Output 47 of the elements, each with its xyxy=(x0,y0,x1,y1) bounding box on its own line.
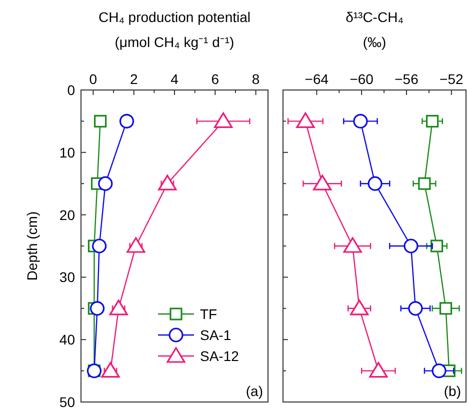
y-tick-label: 30 xyxy=(59,269,76,286)
point xyxy=(109,300,128,316)
point xyxy=(214,112,233,128)
point xyxy=(119,114,134,128)
point xyxy=(94,114,107,128)
x-tick-label: 6 xyxy=(211,71,220,87)
point xyxy=(353,114,368,128)
point xyxy=(343,237,362,253)
y-axis-title: Depth (cm) xyxy=(24,211,40,281)
point xyxy=(296,112,315,128)
point xyxy=(439,302,452,315)
x-axis-title: δ¹³C-CH₄ (‰) xyxy=(346,9,404,50)
y-tick-label: 10 xyxy=(59,144,76,160)
point xyxy=(98,176,113,191)
x-tick-label: 4 xyxy=(170,71,179,87)
point xyxy=(90,301,105,316)
point xyxy=(369,362,388,378)
legend-label: SA-1 xyxy=(200,327,232,343)
x-tick-label: −64 xyxy=(304,71,329,87)
x-axis-title: CH₄ production potential (μmol CH₄ kg⁻¹ d⁻¹) xyxy=(98,9,251,50)
point xyxy=(312,174,332,190)
y-tick-label: 0 xyxy=(67,82,76,98)
point xyxy=(350,300,369,316)
point xyxy=(101,362,120,378)
point xyxy=(368,176,382,191)
point xyxy=(432,364,446,378)
point xyxy=(426,114,439,128)
x-tick-label: 8 xyxy=(252,71,260,87)
legend-label: TF xyxy=(200,306,218,322)
y-tick-label: 50 xyxy=(59,394,76,409)
x-tick-label: −56 xyxy=(394,71,419,87)
x-tick-label: 2 xyxy=(130,71,138,87)
point xyxy=(126,237,146,253)
point xyxy=(418,177,431,190)
y-tick-label: 40 xyxy=(59,332,76,348)
point xyxy=(430,240,444,252)
point xyxy=(92,238,107,254)
point xyxy=(404,238,418,254)
x-tick-label: 0 xyxy=(89,71,98,87)
x-tick-label: −52 xyxy=(440,71,464,87)
point xyxy=(158,174,177,190)
annotation: (a) xyxy=(246,383,263,399)
legend-label: SA-12 xyxy=(200,348,240,364)
point xyxy=(408,301,423,316)
annotation: (b) xyxy=(444,383,461,399)
x-tick-label: −60 xyxy=(350,71,374,87)
y-tick-label: 20 xyxy=(59,206,76,223)
